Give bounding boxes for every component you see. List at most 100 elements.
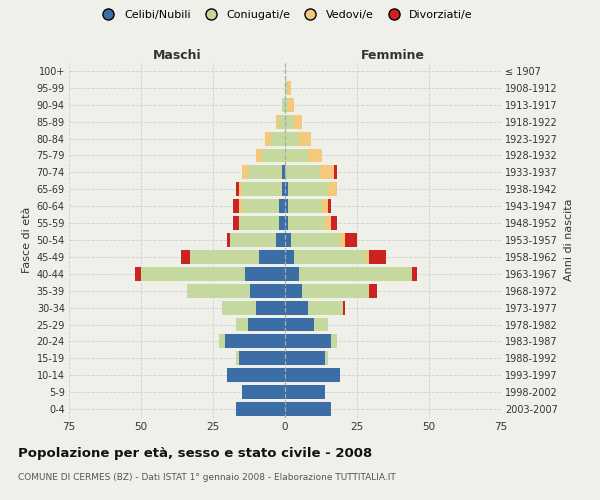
Bar [299,267,412,280]
Bar [325,216,331,230]
Bar [265,132,271,145]
Bar [259,250,285,264]
Bar [328,182,337,196]
Bar [233,200,239,213]
Bar [340,233,346,247]
Bar [302,284,368,298]
Bar [187,284,250,298]
Bar [293,250,365,264]
Bar [256,148,262,162]
Bar [285,318,314,332]
Bar [285,132,299,145]
Bar [288,200,322,213]
Bar [412,267,418,280]
Bar [288,216,325,230]
Bar [227,368,285,382]
Bar [242,385,285,399]
Bar [285,267,299,280]
Bar [308,300,343,314]
Bar [277,114,279,128]
Bar [285,200,288,213]
Bar [331,216,337,230]
Bar [285,182,288,196]
Bar [346,233,357,247]
Bar [282,182,285,196]
Bar [279,114,285,128]
Text: Popolazione per età, sesso e stato civile - 2008: Popolazione per età, sesso e stato civil… [18,448,372,460]
Bar [271,132,285,145]
Bar [224,334,285,348]
Bar [239,200,242,213]
Bar [328,200,331,213]
Bar [285,233,291,247]
Bar [250,284,285,298]
Bar [262,148,285,162]
Bar [322,200,328,213]
Bar [236,402,285,416]
Bar [293,114,302,128]
Bar [230,233,277,247]
Legend: Celibi/Nubili, Coniugati/e, Vedovi/e, Divorziati/e: Celibi/Nubili, Coniugati/e, Vedovi/e, Di… [93,6,477,25]
Bar [285,81,288,95]
Bar [343,300,346,314]
Bar [285,385,325,399]
Bar [236,352,239,366]
Bar [285,148,308,162]
Bar [181,250,190,264]
Bar [248,166,282,179]
Y-axis label: Anni di nascita: Anni di nascita [563,198,574,281]
Bar [331,334,337,348]
Bar [285,250,293,264]
Bar [334,166,337,179]
Bar [365,250,368,264]
Bar [279,216,285,230]
Text: Maschi: Maschi [152,48,202,62]
Bar [236,182,239,196]
Bar [320,166,334,179]
Bar [239,182,242,196]
Bar [285,98,288,112]
Y-axis label: Fasce di età: Fasce di età [22,207,32,273]
Bar [285,300,308,314]
Bar [288,98,293,112]
Text: COMUNE DI CERMES (BZ) - Dati ISTAT 1° gennaio 2008 - Elaborazione TUTTITALIA.IT: COMUNE DI CERMES (BZ) - Dati ISTAT 1° ge… [18,472,396,482]
Bar [248,318,285,332]
Bar [285,334,331,348]
Bar [285,216,288,230]
Bar [236,318,248,332]
Bar [135,267,141,280]
Bar [285,402,331,416]
Bar [242,200,279,213]
Bar [288,81,291,95]
Bar [282,98,285,112]
Bar [285,166,320,179]
Bar [219,334,224,348]
Bar [285,114,293,128]
Bar [288,182,328,196]
Bar [325,352,328,366]
Bar [314,318,328,332]
Bar [285,368,340,382]
Bar [221,300,256,314]
Bar [285,284,302,298]
Bar [227,233,230,247]
Bar [233,216,239,230]
Bar [291,233,340,247]
Bar [239,216,279,230]
Text: Femmine: Femmine [361,48,425,62]
Bar [299,132,311,145]
Bar [308,148,322,162]
Bar [242,182,282,196]
Bar [368,250,386,264]
Bar [282,166,285,179]
Bar [239,352,285,366]
Bar [190,250,259,264]
Bar [277,233,285,247]
Bar [242,166,248,179]
Bar [368,284,377,298]
Bar [279,200,285,213]
Bar [285,352,325,366]
Bar [256,300,285,314]
Bar [141,267,245,280]
Bar [245,267,285,280]
